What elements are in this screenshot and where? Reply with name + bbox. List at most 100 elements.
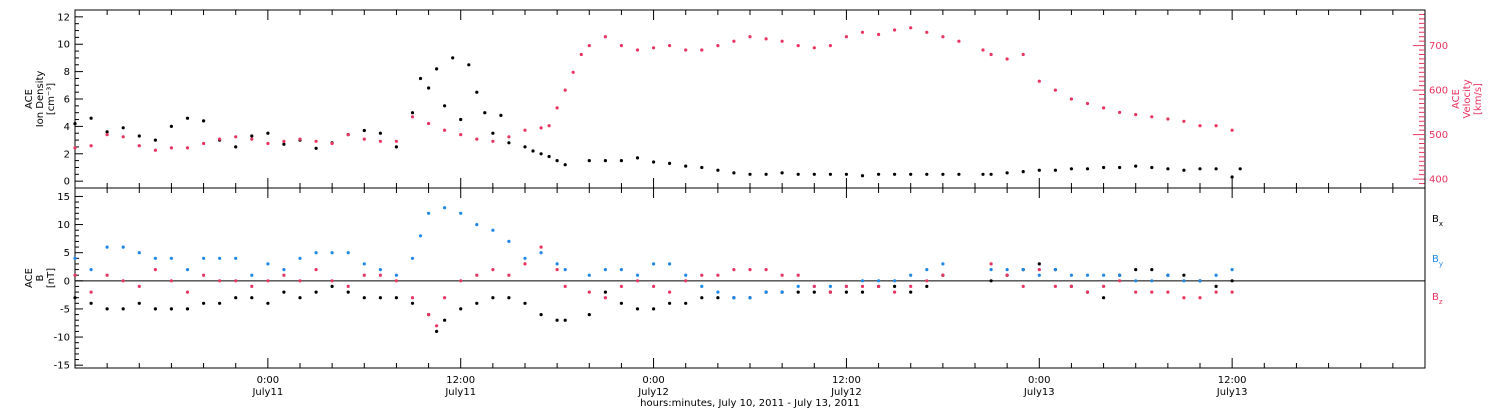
density-point — [764, 172, 768, 176]
bottom-left-tick-label: -15 — [54, 361, 70, 372]
legend-bx-sub: x — [1439, 220, 1443, 228]
velocity-point — [169, 146, 173, 150]
bx-point — [378, 296, 382, 300]
bx-point — [362, 296, 366, 300]
bz-point — [282, 273, 286, 277]
velocity-point — [539, 126, 543, 130]
bx-point — [169, 307, 173, 311]
velocity-point — [828, 44, 833, 48]
bx-point — [443, 318, 447, 322]
density-point — [587, 159, 591, 163]
bz-point — [989, 262, 993, 266]
velocity-point — [314, 139, 318, 143]
velocity-point — [330, 141, 334, 146]
by-point — [218, 256, 222, 260]
bz-point — [1085, 290, 1090, 294]
bz-point — [764, 268, 768, 272]
bx-point — [153, 307, 157, 311]
bz-point — [828, 290, 833, 294]
by-point — [137, 251, 141, 255]
bz-point — [443, 296, 447, 300]
density-point — [451, 56, 455, 60]
by-point — [603, 268, 608, 272]
by-point — [1118, 273, 1122, 277]
bx-point — [121, 307, 125, 311]
velocity-point — [475, 137, 479, 141]
by-point — [362, 262, 366, 266]
bx-point — [700, 296, 704, 300]
bz-point — [185, 290, 190, 294]
density-point — [1118, 165, 1122, 170]
velocity-point — [137, 144, 141, 148]
by-point — [587, 273, 591, 277]
top-left-tick-label: 12 — [57, 12, 70, 23]
legend-by-label: B — [1432, 254, 1439, 265]
density-point — [250, 134, 254, 138]
velocity-point — [957, 39, 961, 43]
by-point — [1166, 273, 1170, 277]
velocity-point — [410, 115, 415, 119]
density-point — [185, 116, 190, 120]
by-point — [185, 268, 190, 272]
bx-point — [1150, 268, 1154, 272]
velocity-point — [668, 44, 672, 48]
density-point — [507, 141, 511, 145]
velocity-point — [1102, 106, 1106, 110]
bz-point — [668, 290, 672, 294]
bx-point — [435, 329, 439, 333]
by-point — [563, 268, 567, 272]
top-left-tick-label: 2 — [64, 149, 70, 160]
top-left-tick-label: 4 — [64, 122, 70, 133]
bz-point — [732, 268, 736, 272]
velocity-point — [185, 146, 190, 150]
bz-point — [378, 273, 382, 277]
bottom-left-tick-label: 15 — [57, 192, 70, 203]
velocity-point — [603, 35, 608, 39]
by-point — [523, 256, 527, 260]
density-point — [459, 117, 463, 122]
bx-point — [73, 296, 77, 300]
bx-point — [137, 301, 141, 305]
density-point — [314, 146, 318, 150]
density-point — [443, 104, 447, 108]
bx-point — [812, 290, 816, 294]
density-point — [73, 122, 77, 126]
density-point — [1134, 164, 1138, 168]
density-point — [491, 131, 495, 135]
legend-bz-sub: z — [1439, 298, 1443, 306]
bz-point — [234, 279, 238, 283]
bz-point — [603, 296, 608, 300]
velocity-point — [812, 46, 816, 50]
density-point — [812, 172, 816, 176]
by-point — [1150, 279, 1154, 283]
by-point — [418, 234, 423, 238]
velocity-point — [1166, 117, 1170, 121]
by-point — [1021, 268, 1025, 272]
top-right-tick-label: 700 — [1429, 41, 1448, 52]
bz-point — [1198, 296, 1202, 300]
velocity-point — [459, 133, 463, 137]
bz-point — [153, 268, 157, 272]
density-point — [547, 154, 551, 159]
bz-point — [266, 279, 270, 283]
velocity-point — [234, 135, 238, 139]
by-point — [925, 268, 929, 272]
by-point — [635, 273, 640, 277]
by-point — [652, 262, 656, 266]
bz-point — [507, 273, 511, 277]
bz-point — [700, 273, 704, 277]
bx-point — [89, 301, 93, 305]
x-tick-date-label: July12 — [637, 387, 669, 398]
velocity-point — [89, 144, 93, 148]
velocity-point — [555, 106, 559, 110]
velocity-point — [1150, 115, 1154, 119]
velocity-point — [523, 128, 527, 132]
density-point — [483, 111, 487, 115]
bz-point — [362, 273, 366, 277]
density-point — [202, 119, 206, 123]
by-point — [989, 268, 993, 272]
bottom-left-tick-label: 10 — [57, 220, 70, 231]
velocity-point — [989, 52, 993, 57]
density-point — [475, 90, 479, 94]
by-point — [202, 256, 206, 260]
